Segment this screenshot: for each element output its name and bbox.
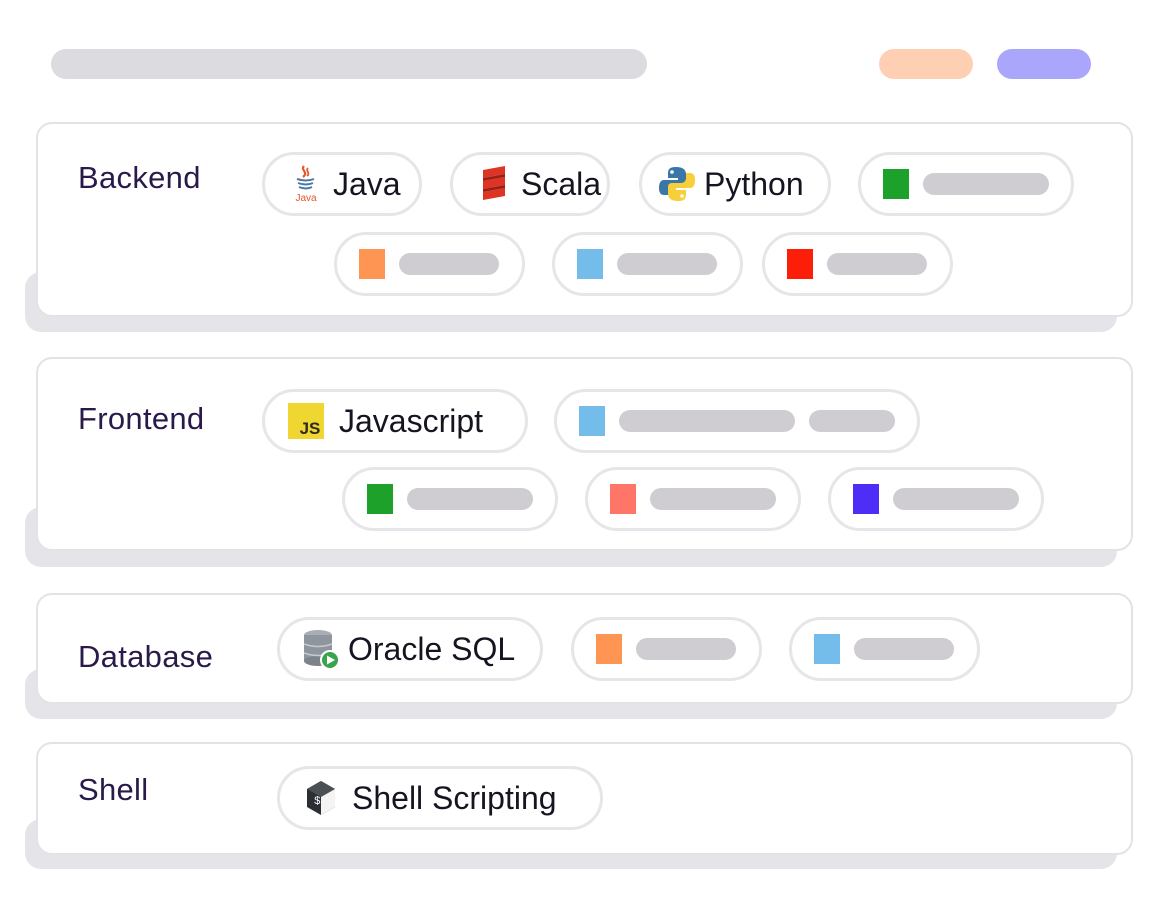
color-swatch-salmon: [610, 484, 636, 514]
label-placeholder-bar: [617, 253, 717, 275]
frontend-section: Frontend JS Javascript: [25, 357, 1133, 567]
label-placeholder-bar: [923, 173, 1049, 195]
label-placeholder-bar: [650, 488, 776, 510]
label-placeholder-bar: [809, 410, 895, 432]
chip-scala[interactable]: Scala: [450, 152, 610, 216]
svg-text:Java: Java: [295, 193, 317, 204]
label-placeholder-bar: [893, 488, 1019, 510]
label-placeholder-bar: [619, 410, 795, 432]
shell-card: Shell $ Shell Scripting: [36, 742, 1133, 855]
database-icon: [302, 629, 340, 670]
chip-shell-scripting[interactable]: $ Shell Scripting: [277, 766, 603, 830]
chip-placeholder-violet[interactable]: [828, 467, 1044, 531]
chip-placeholder-blue[interactable]: [552, 232, 743, 296]
action-placeholder-violet[interactable]: [997, 49, 1091, 79]
database-card: Database Oracle SQL: [36, 593, 1133, 704]
chip-placeholder-red[interactable]: [762, 232, 953, 296]
chip-placeholder-blue[interactable]: [789, 617, 980, 681]
title-placeholder-bar: [51, 49, 647, 79]
chip-placeholder-orange[interactable]: [334, 232, 525, 296]
frontend-card: Frontend JS Javascript: [36, 357, 1133, 551]
color-swatch-green: [367, 484, 393, 514]
java-icon: Java: [287, 164, 325, 204]
color-swatch-orange: [359, 249, 385, 279]
chip-label-scala: Scala: [521, 165, 602, 202]
chip-placeholder-blue[interactable]: [554, 389, 920, 453]
color-swatch-green: [883, 169, 909, 199]
label-placeholder-bar: [854, 638, 954, 660]
action-placeholder-peach[interactable]: [879, 49, 973, 79]
category-label-shell: Shell: [78, 772, 149, 807]
chip-placeholder-green[interactable]: [342, 467, 558, 531]
chip-placeholder-orange[interactable]: [571, 617, 762, 681]
scala-icon: [475, 164, 513, 204]
chip-label-oracle-sql: Oracle SQL: [348, 630, 516, 667]
category-label-frontend: Frontend: [78, 401, 205, 436]
label-placeholder-bar: [827, 253, 927, 275]
chip-placeholder-salmon[interactable]: [585, 467, 801, 531]
chip-label-javascript: Javascript: [339, 402, 484, 439]
color-swatch-blue: [579, 406, 605, 436]
python-icon: [658, 164, 696, 204]
label-placeholder-bar: [407, 488, 533, 510]
backend-card: Backend Java Java: [36, 122, 1133, 317]
chip-label-java: Java: [333, 165, 401, 202]
js-icon: JS: [287, 401, 325, 441]
chip-javascript[interactable]: JS Javascript: [262, 389, 528, 453]
chip-oracle-sql[interactable]: Oracle SQL: [277, 617, 543, 681]
color-swatch-blue: [814, 634, 840, 664]
color-swatch-violet: [853, 484, 879, 514]
chip-label-shell-scripting: Shell Scripting: [352, 779, 557, 816]
category-label-database: Database: [78, 639, 214, 674]
backend-section: Backend Java Java: [25, 122, 1133, 332]
category-label-backend: Backend: [78, 160, 201, 195]
svg-text:$: $: [314, 796, 321, 808]
color-swatch-orange: [596, 634, 622, 664]
chip-label-python: Python: [704, 165, 804, 202]
terminal-icon: $: [302, 778, 340, 818]
color-swatch-blue: [577, 249, 603, 279]
label-placeholder-bar: [636, 638, 736, 660]
svg-text:JS: JS: [300, 419, 321, 438]
chip-placeholder-green[interactable]: [858, 152, 1074, 216]
chip-python[interactable]: Python: [639, 152, 831, 216]
chip-java[interactable]: Java Java: [262, 152, 422, 216]
label-placeholder-bar: [399, 253, 499, 275]
shell-section: Shell $ Shell Scripting: [25, 742, 1133, 869]
color-swatch-red: [787, 249, 813, 279]
database-section: Database Oracle SQL: [25, 593, 1133, 719]
